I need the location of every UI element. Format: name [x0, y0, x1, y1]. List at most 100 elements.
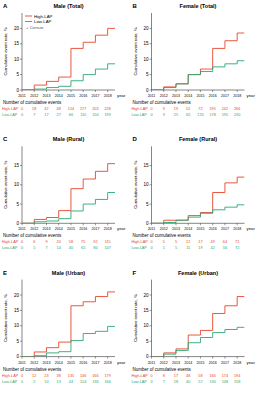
y-label: Cumulative event rate, %	[133, 161, 138, 209]
panel-title: Female (Rural)	[179, 136, 217, 142]
events-value: 148	[222, 380, 228, 384]
x-tick	[163, 357, 164, 359]
x-tick-label: 2013	[42, 94, 50, 98]
x-tick-label: 2014	[55, 94, 63, 98]
events-value: 0	[150, 246, 152, 250]
y-tick-label: 0	[16, 88, 19, 93]
x-tick-label: 2014	[184, 361, 192, 365]
plot-area	[22, 164, 115, 224]
plot-area	[152, 297, 245, 357]
y-tick-label: 10	[14, 323, 20, 328]
x-tick-label: 2017	[91, 227, 99, 231]
y-axis	[151, 280, 152, 357]
x-tick-label: 2014	[184, 227, 192, 231]
x-tick	[22, 90, 23, 92]
y-tick	[150, 165, 152, 166]
y-label: Cumulative event rate, %	[3, 27, 8, 75]
events-value: 0	[21, 380, 23, 384]
events-value: 242	[222, 107, 228, 111]
events-row-label: Low-LAP	[132, 246, 148, 250]
x-tick-label: 2018	[104, 361, 112, 365]
step-line	[152, 327, 245, 356]
x-tick	[175, 90, 176, 92]
x-tick	[212, 223, 213, 225]
legend-label: Low-LAP	[34, 19, 52, 24]
y-tick-label: 10	[143, 57, 149, 62]
events-value: 44	[69, 380, 73, 384]
x-tick-label: 2011	[148, 94, 156, 98]
events-value: 5	[163, 240, 165, 244]
step-line	[152, 205, 245, 223]
x-tick-label: 2018	[104, 94, 112, 98]
events-value: 23	[44, 374, 48, 378]
events-value: 0	[150, 380, 152, 384]
x-tick	[58, 90, 59, 92]
events-row-label: High-LAP	[2, 374, 19, 378]
events-row-label: High-LAP	[132, 374, 149, 378]
y-tick-label: 0	[146, 221, 149, 226]
x-tick-label: 2016	[209, 94, 217, 98]
plot-area	[152, 33, 245, 90]
plot-area	[22, 28, 115, 90]
y-tick	[20, 74, 22, 75]
y-tick-label: 15	[14, 163, 20, 168]
panel-letter: A	[3, 3, 8, 9]
x-tick-label: 2013	[42, 227, 50, 231]
events-value: 72	[235, 240, 239, 244]
y-tick	[150, 204, 152, 205]
y-axis	[22, 13, 23, 90]
events-value: 9	[163, 107, 165, 111]
step-line	[22, 292, 115, 357]
events-value: 12	[32, 374, 36, 378]
x-tick	[163, 223, 164, 225]
events-value: 199	[104, 113, 110, 117]
x-tick-label: 2011	[18, 227, 26, 231]
events-value: 17	[174, 374, 178, 378]
step-line	[152, 297, 245, 357]
events-value: 107	[104, 246, 110, 250]
x-tick-label: 2013	[172, 227, 180, 231]
events-value: 0	[150, 107, 152, 111]
step-line	[22, 164, 115, 224]
x-tick	[22, 223, 23, 225]
events-value: 158	[234, 380, 240, 384]
panel-letter: E	[3, 270, 7, 276]
events-value: 0	[150, 113, 152, 117]
x-tick	[83, 223, 84, 225]
panel-letter: D	[133, 136, 138, 142]
x-tick-label: 2013	[172, 361, 180, 365]
events-value: 80	[93, 246, 97, 250]
x-tick-label: 2012	[160, 361, 168, 365]
events-value: 110	[80, 113, 86, 117]
panel-letter: C	[3, 136, 8, 142]
y-tick	[20, 59, 22, 60]
events-value: 166	[104, 380, 110, 384]
events-value: 266	[234, 107, 240, 111]
x-tick	[224, 357, 225, 359]
step-line	[22, 64, 115, 90]
x-axis	[22, 90, 115, 91]
y-tick	[20, 310, 22, 311]
events-value: 136	[92, 380, 98, 384]
x-tick-label: 2015	[196, 94, 204, 98]
y-tick	[150, 223, 152, 224]
x-tick	[95, 90, 96, 92]
events-value: 19	[174, 107, 178, 111]
events-row-label: Low-LAP	[2, 113, 18, 117]
events-value: 195	[210, 107, 216, 111]
x-tick	[237, 90, 238, 92]
events-title: Number of cumulative events	[133, 100, 192, 105]
x-tick	[70, 357, 71, 359]
x-tick-label: 2015	[196, 361, 204, 365]
x-tick-label: 2012	[30, 361, 38, 365]
x-tick	[83, 357, 84, 359]
y-tick-label: 20	[14, 26, 20, 31]
x-tick	[34, 90, 35, 92]
x-label: year	[117, 93, 126, 98]
events-value: 166	[92, 374, 98, 378]
x-tick-label: 2014	[55, 227, 63, 231]
x-tick-label: 2011	[18, 94, 26, 98]
x-tick-label: 2017	[221, 361, 229, 365]
events-value: 130	[210, 380, 216, 384]
x-label: year	[117, 360, 126, 365]
